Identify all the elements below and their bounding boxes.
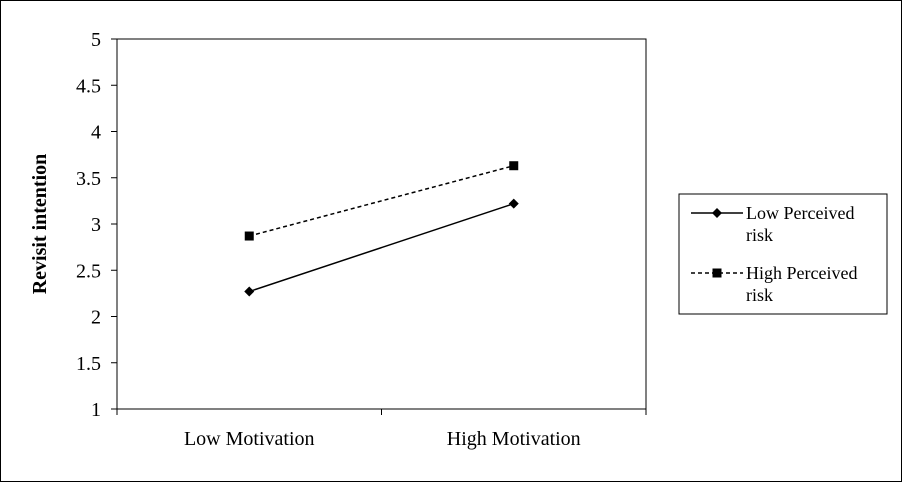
y-tick-label: 1.5 <box>76 353 101 375</box>
data-point <box>244 286 255 297</box>
plot-background <box>116 38 647 410</box>
y-tick-label: 3 <box>91 214 101 236</box>
legend-item: Low Perceived risk <box>691 203 854 245</box>
y-axis: 1 1.5 2 2.5 3 3.5 4 4.5 5 <box>76 29 117 421</box>
legend-item: High Perceived risk <box>691 263 857 305</box>
legend-marker <box>712 268 722 278</box>
legend-label: High Perceived risk <box>746 263 857 305</box>
y-axis-title: Revisit intention <box>29 154 51 295</box>
y-tick-label: 1 <box>91 399 101 421</box>
series-line <box>249 202 514 293</box>
series-layer <box>244 161 519 297</box>
legend: Low Perceived risk High Perceived risk <box>678 193 888 315</box>
y-tick-label: 2.5 <box>76 260 101 282</box>
series-line <box>249 165 514 237</box>
x-tick-label: High Motivation <box>447 428 581 450</box>
y-tick-label: 2 <box>91 307 101 329</box>
data-point <box>508 198 519 209</box>
series-square <box>244 161 519 241</box>
y-tick-label: 3.5 <box>76 168 101 190</box>
y-tick-label: 5 <box>91 29 101 51</box>
legend-marker <box>712 208 722 218</box>
series-diamond <box>244 198 519 297</box>
data-point <box>509 161 519 171</box>
legend-label: Low Perceived risk <box>746 203 854 245</box>
legend-box <box>678 193 888 315</box>
data-point <box>244 231 254 241</box>
y-tick-label: 4.5 <box>76 75 101 97</box>
y-tick-label: 4 <box>91 122 101 144</box>
x-axis: Low Motivation High Motivation <box>116 409 647 450</box>
x-tick-label: Low Motivation <box>184 428 315 450</box>
plot-area <box>116 38 647 410</box>
